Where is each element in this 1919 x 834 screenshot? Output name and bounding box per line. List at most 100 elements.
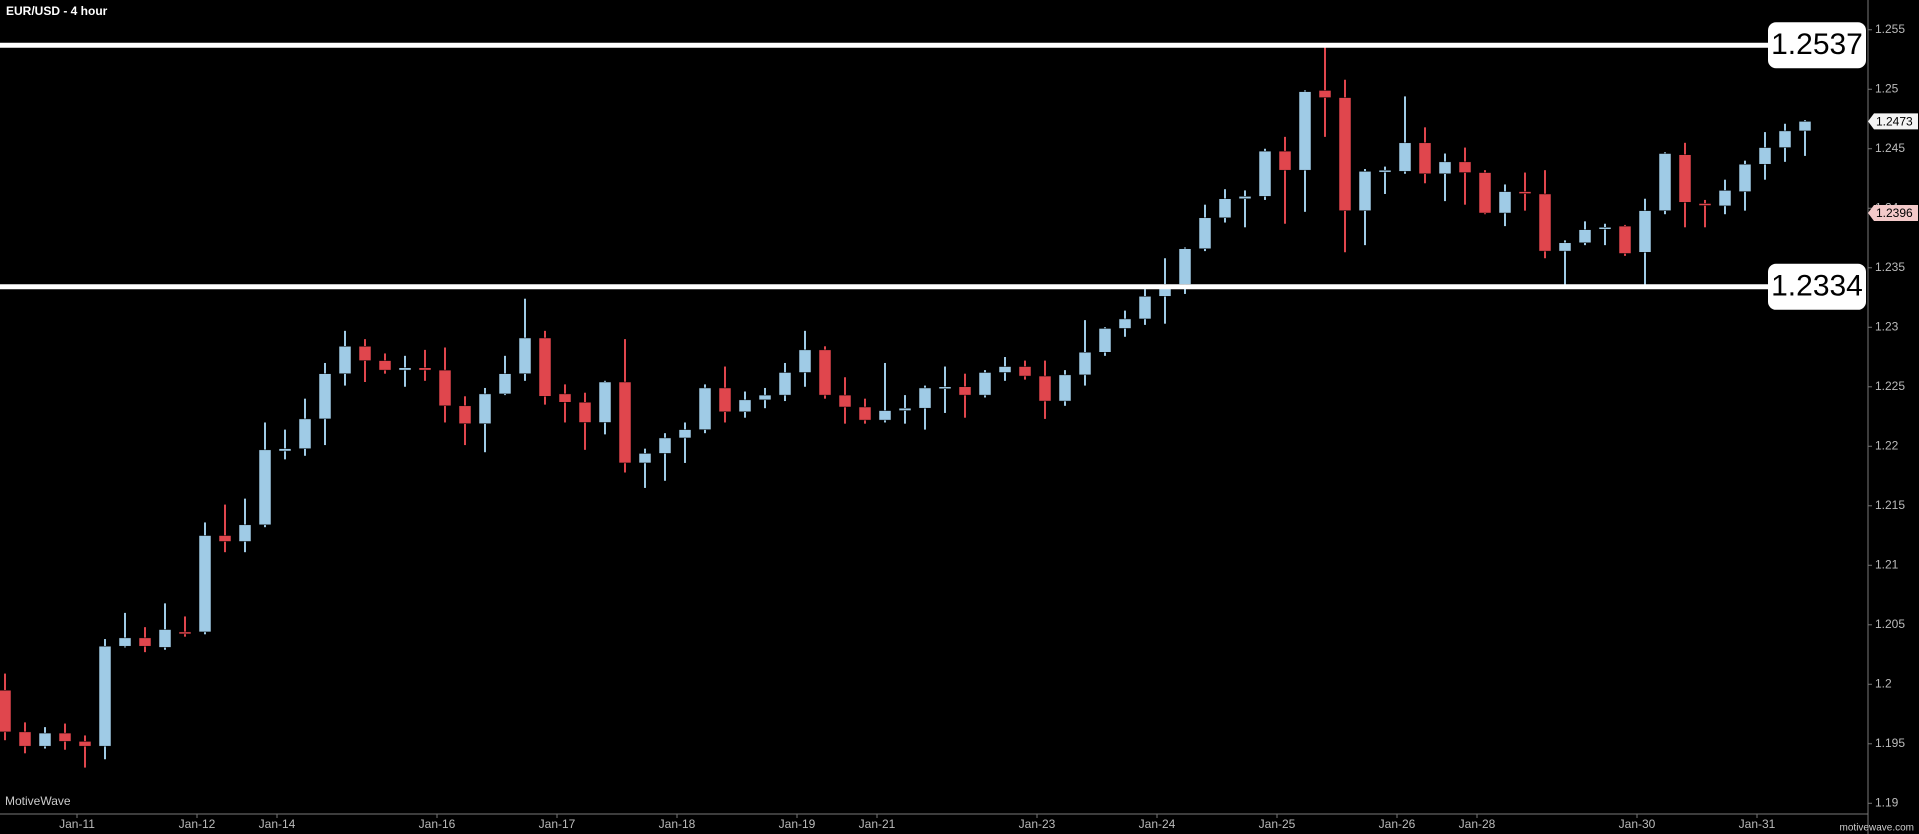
price-tag xyxy=(1868,113,1918,130)
candle-body xyxy=(338,346,352,374)
candle-body xyxy=(678,429,692,439)
candle-body xyxy=(498,373,512,395)
y-tick-label: 1.21 xyxy=(1875,557,1899,571)
x-tick-label: Jan-26 xyxy=(1379,817,1416,831)
x-tick-label: Jan-31 xyxy=(1739,817,1776,831)
candle-body xyxy=(1378,169,1392,173)
candle-body xyxy=(998,366,1012,373)
candle-body xyxy=(538,337,552,397)
candle-body xyxy=(1658,153,1672,211)
y-tick-label: 1.255 xyxy=(1875,22,1905,36)
x-tick-label: Jan-24 xyxy=(1139,817,1176,831)
candle-body xyxy=(258,449,272,526)
candle-body xyxy=(238,524,252,542)
candle-body xyxy=(478,393,492,424)
candle-body xyxy=(178,631,192,635)
candle-body xyxy=(1718,190,1732,207)
footer: motivewave.com xyxy=(1840,823,1914,834)
x-tick-label: Jan-18 xyxy=(659,817,696,831)
y-tick-label: 1.23 xyxy=(1875,319,1899,333)
candle-body xyxy=(638,453,652,464)
chart-title: EUR/USD - 4 hour xyxy=(6,4,108,18)
y-tick-label: 1.245 xyxy=(1875,141,1905,155)
candle-body xyxy=(418,367,432,371)
candle-body xyxy=(1638,210,1652,253)
candle-body xyxy=(358,346,372,361)
candle-body xyxy=(658,437,672,454)
candle-body xyxy=(118,637,132,647)
x-tick-label: Jan-30 xyxy=(1619,817,1656,831)
candle-body xyxy=(18,731,32,747)
y-tick-label: 1.215 xyxy=(1875,498,1905,512)
candle-body xyxy=(1618,225,1632,254)
candle-body xyxy=(1778,130,1792,148)
candle-body xyxy=(718,387,732,413)
candle-body xyxy=(1338,97,1352,211)
candle-body xyxy=(1538,193,1552,252)
candle-body xyxy=(98,645,112,747)
candle-body xyxy=(1078,352,1092,376)
x-tick-label: Jan-14 xyxy=(259,817,296,831)
candle-body xyxy=(1178,248,1192,285)
y-tick-label: 1.235 xyxy=(1875,260,1905,274)
candle-body xyxy=(558,393,572,403)
candle-body xyxy=(1358,171,1372,211)
candle-body xyxy=(958,386,972,396)
candle-body xyxy=(1498,191,1512,214)
candle-body xyxy=(898,407,912,411)
candle-body xyxy=(1558,242,1572,252)
candle-body xyxy=(1198,217,1212,249)
y-tick-label: 1.19 xyxy=(1875,795,1899,809)
candle-body xyxy=(518,337,532,374)
x-tick-label: Jan-12 xyxy=(179,817,216,831)
candle-body xyxy=(1798,121,1812,132)
candle-body xyxy=(1018,366,1032,377)
candle-body xyxy=(0,689,12,733)
level-label: 1.2334 xyxy=(1771,270,1863,303)
candle-body xyxy=(618,381,632,464)
candle-body xyxy=(1578,229,1592,244)
candle-body xyxy=(878,410,892,421)
candle-body xyxy=(1418,142,1432,174)
candle-body xyxy=(58,732,72,742)
y-tick-label: 1.205 xyxy=(1875,617,1905,631)
candle-body xyxy=(1698,203,1712,206)
level-label-box xyxy=(1768,263,1866,310)
candle-body xyxy=(598,381,612,423)
candle-body xyxy=(1438,161,1452,174)
candle-body xyxy=(978,372,992,396)
candle-body xyxy=(738,399,752,413)
candle-body xyxy=(1738,163,1752,192)
candle-body xyxy=(1598,227,1612,230)
candle-body xyxy=(298,418,312,449)
candle-body xyxy=(578,401,592,423)
candle-body xyxy=(1118,318,1132,329)
candle-body xyxy=(818,349,832,396)
candle-body xyxy=(1058,374,1072,402)
candle-body xyxy=(698,387,712,430)
candle-body xyxy=(138,637,152,647)
price-tag-label: 1.2473 xyxy=(1876,115,1913,129)
candle-body xyxy=(378,360,392,371)
price-tag-label: 1.2396 xyxy=(1876,206,1913,220)
candle-body xyxy=(838,394,852,408)
x-tick-label: Jan-17 xyxy=(539,817,576,831)
x-tick-label: Jan-11 xyxy=(59,817,95,831)
candle-body xyxy=(278,448,292,452)
candle-body xyxy=(938,386,952,390)
candle-body xyxy=(758,394,772,401)
candle-body xyxy=(458,405,472,424)
candle-body xyxy=(38,732,52,747)
x-tick-label: Jan-19 xyxy=(779,817,816,831)
y-tick-label: 1.195 xyxy=(1875,736,1905,750)
candle-body xyxy=(1398,142,1412,172)
candle-body xyxy=(1278,150,1292,171)
x-tick-label: Jan-21 xyxy=(859,817,896,831)
candle-body xyxy=(78,741,92,747)
candle-body xyxy=(198,535,212,633)
candle-body xyxy=(438,369,452,407)
candle-body xyxy=(158,629,172,648)
